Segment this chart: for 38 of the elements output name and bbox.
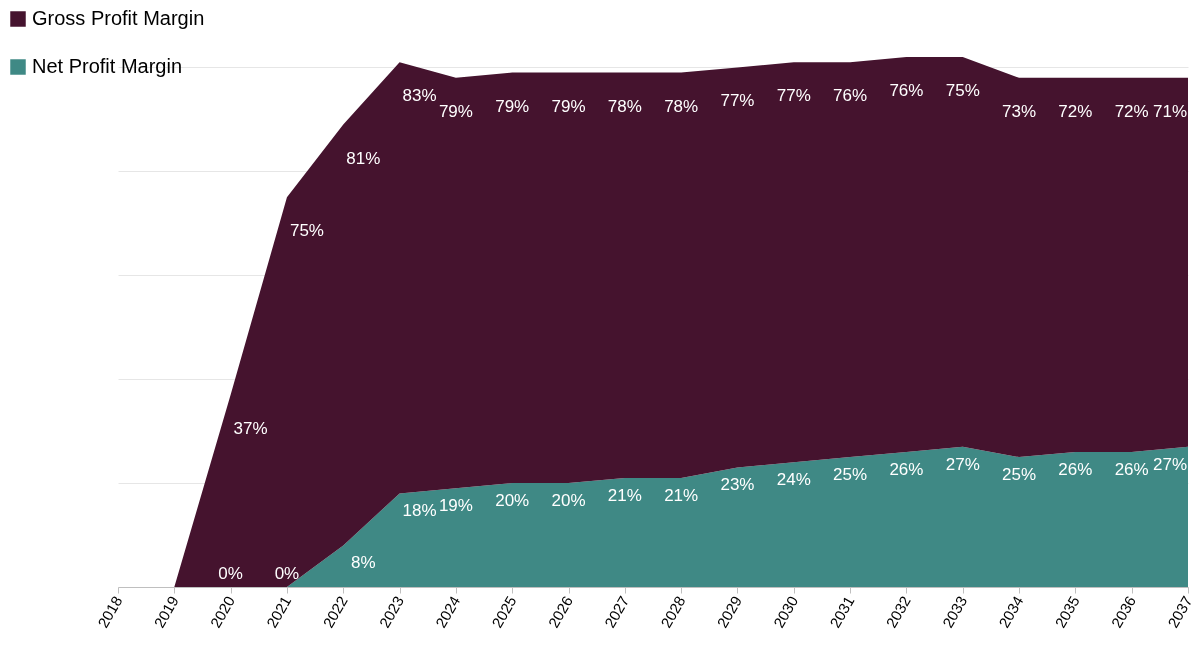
data-label: 0% xyxy=(218,564,243,583)
data-label: 79% xyxy=(551,96,586,116)
data-label: 71% xyxy=(1152,101,1187,121)
data-label: 20% xyxy=(551,491,586,511)
data-label: 25% xyxy=(1002,465,1037,485)
data-label: 75% xyxy=(945,81,980,100)
data-label: 37% xyxy=(233,418,268,438)
data-label: 72% xyxy=(1058,101,1093,121)
data-label: 78% xyxy=(607,96,642,116)
data-label: 18% xyxy=(402,501,437,521)
data-label: 77% xyxy=(776,86,811,106)
data-label: 27% xyxy=(945,454,980,474)
data-label: 72% xyxy=(1114,101,1149,121)
data-label: 73% xyxy=(1002,101,1037,121)
data-label: 23% xyxy=(720,475,755,495)
data-label: 0% xyxy=(274,564,300,583)
data-label: 8% xyxy=(350,553,376,573)
data-label: 79% xyxy=(495,96,530,116)
data-label: 21% xyxy=(664,485,699,505)
data-label: 27% xyxy=(1152,454,1187,474)
data-label: 75% xyxy=(289,221,324,241)
data-label: 79% xyxy=(438,101,473,121)
data-label: 76% xyxy=(833,86,868,106)
data-label: 19% xyxy=(438,496,473,516)
legend-label: Gross Profit Margin xyxy=(32,7,205,29)
data-label: 76% xyxy=(889,81,924,100)
data-label: 21% xyxy=(607,485,642,505)
legend-label: Net Profit Margin xyxy=(32,55,183,77)
data-label: 26% xyxy=(1058,459,1093,479)
data-label: 78% xyxy=(664,96,699,116)
data-label: 24% xyxy=(776,470,811,490)
data-label: 20% xyxy=(495,491,530,511)
data-label: 83% xyxy=(402,86,437,106)
data-label: 26% xyxy=(889,459,924,479)
data-label: 81% xyxy=(346,148,381,168)
data-label: 26% xyxy=(1114,459,1149,479)
data-label: 77% xyxy=(720,91,755,111)
data-label: 25% xyxy=(833,465,868,485)
